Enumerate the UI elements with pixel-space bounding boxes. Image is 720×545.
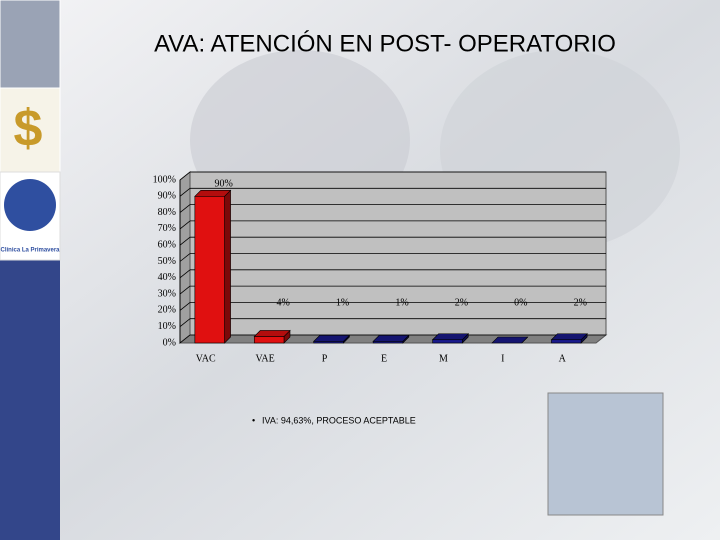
x-tick-label: E: [381, 353, 387, 364]
bar-side: [224, 189, 231, 344]
sidebar: [0, 260, 60, 540]
bullet-text: IVA: 94,63%, PROCESO ACEPTABLE: [262, 415, 416, 425]
y-tick-label: 20%: [158, 305, 176, 316]
x-tick-label: M: [439, 353, 448, 364]
x-tick-label: VAE: [256, 353, 275, 364]
y-tick-label: 70%: [158, 223, 176, 234]
value-label: 4%: [276, 297, 289, 308]
x-tick-label: A: [559, 353, 567, 364]
y-tick-label: 80%: [158, 207, 176, 218]
bullet-dot: •: [252, 415, 255, 425]
photo: [0, 0, 61, 89]
value-label: 1%: [336, 297, 349, 308]
logo-mark: [4, 179, 56, 231]
x-tick-label: P: [322, 353, 328, 364]
value-label: 0%: [514, 297, 527, 308]
grid-line: [179, 334, 191, 344]
bar: [313, 341, 344, 344]
bar-top: [550, 333, 588, 341]
y-tick-label: 90%: [158, 191, 176, 202]
bar-top: [194, 190, 232, 197]
bar-top: [431, 333, 470, 341]
grid-line: [179, 236, 191, 246]
bar: [551, 339, 582, 344]
y-tick-label: 60%: [158, 239, 176, 250]
grid-line: [179, 302, 191, 311]
logo-text: Clínica La Primavera: [0, 248, 60, 254]
grid-line: [179, 318, 191, 328]
value-label: 2%: [455, 297, 468, 308]
y-tick-label: 0%: [163, 337, 176, 348]
grid-line: [179, 269, 191, 279]
bar-top: [491, 336, 529, 344]
y-tick-label: 10%: [158, 321, 176, 332]
chart: 0% 10% 20% 30% 40% 50% 60% 70% 80% 90% 100% 90% VAC 4…: [153, 170, 608, 364]
y-tick-label: 50%: [158, 256, 176, 267]
value-label: 2%: [574, 297, 587, 308]
y-tick-label: 30%: [158, 288, 176, 299]
clipart: [547, 392, 664, 516]
slide-title: AVA: ATENCIÓN EN POST- OPERATORIO: [154, 30, 616, 57]
bar: [253, 336, 285, 344]
dollar-sign: $: [14, 100, 43, 158]
bar-top: [372, 335, 410, 342]
grid-line: [179, 285, 191, 295]
grid-line: [179, 253, 191, 262]
bar: [432, 339, 463, 344]
bar-top: [253, 330, 291, 337]
grid-line: [179, 220, 191, 230]
bar: [372, 341, 404, 344]
x-tick-label: I: [501, 353, 504, 364]
bar: [194, 196, 225, 344]
x-tick-label: VAC: [196, 353, 216, 364]
grid-line: [179, 171, 191, 181]
value-label: 1%: [395, 297, 408, 308]
y-tick-label: 100%: [153, 174, 176, 185]
grid-line: [179, 187, 191, 197]
grid-line: [179, 204, 191, 213]
value-label: 90%: [215, 179, 233, 190]
bar-top: [312, 335, 351, 342]
y-tick-label: 40%: [158, 272, 176, 283]
